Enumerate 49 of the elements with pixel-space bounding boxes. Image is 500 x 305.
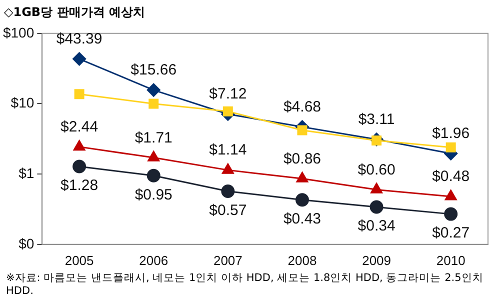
point <box>297 125 308 136</box>
data-label: $1.71 <box>134 129 172 146</box>
point <box>72 160 86 174</box>
data-label: $15.66 <box>130 62 177 79</box>
chart-title: ◇1GB당 판매가격 예상치 <box>3 4 146 21</box>
data-label: $0.48 <box>432 168 470 186</box>
point <box>295 193 309 207</box>
x-tick-label: 2009 <box>362 252 391 268</box>
y-tick-label: $10 <box>10 94 34 111</box>
data-label: $2.44 <box>60 118 98 136</box>
data-label: $43.39 <box>56 30 102 48</box>
point <box>146 83 160 97</box>
point <box>73 140 86 151</box>
point <box>444 190 457 200</box>
data-label: $4.68 <box>283 98 321 116</box>
data-label: $0.86 <box>283 150 321 168</box>
y-tick-label: $1 <box>18 164 34 181</box>
x-tick-label: 2007 <box>213 252 242 268</box>
data-label: $0.57 <box>209 202 247 219</box>
point <box>146 168 160 182</box>
point <box>74 89 84 100</box>
data-label: $0.27 <box>432 224 470 242</box>
data-label: $0.60 <box>358 161 396 178</box>
y-tick-label: $100 <box>2 24 34 40</box>
point <box>370 182 382 194</box>
data-label: $1.96 <box>432 125 470 142</box>
y-tick-label: $0 <box>18 235 34 252</box>
point <box>222 106 233 116</box>
point <box>148 98 159 109</box>
x-tick-label: 2005 <box>64 252 94 268</box>
point <box>370 200 384 214</box>
data-label: $3.11 <box>358 111 395 128</box>
point <box>72 52 86 66</box>
data-label: $0.34 <box>358 218 396 235</box>
text: ※자료: 마름모는 낸드플래시, 네모는 1인치 이하 HDD, 세모는 1.8인치 HDD, 동그라미는 2.5인치 HDD. <box>5 272 484 298</box>
data-label: $1.28 <box>60 177 98 194</box>
x-tick-label: 2008 <box>288 252 317 268</box>
x-tick-label: 2010 <box>436 252 466 268</box>
point <box>222 163 234 174</box>
data-label: $0.43 <box>283 210 321 228</box>
point <box>221 184 235 198</box>
data-label: $1.14 <box>209 142 247 159</box>
data-label: $7.12 <box>209 86 247 103</box>
data-label: $0.95 <box>134 186 172 204</box>
point <box>148 150 160 162</box>
point <box>444 207 458 221</box>
point <box>296 172 308 182</box>
point <box>446 142 456 152</box>
x-tick-label: 2006 <box>139 252 168 268</box>
